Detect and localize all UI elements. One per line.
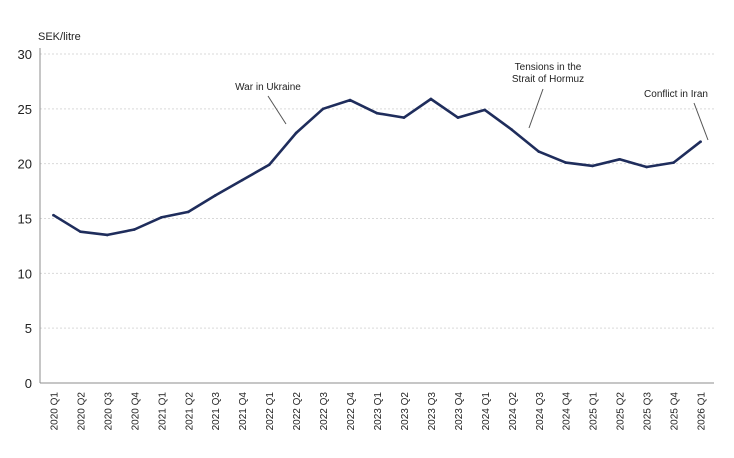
x-tick-label: 2021 Q2 (184, 392, 195, 431)
x-tick-label: 2025 Q3 (643, 392, 654, 431)
x-tick-label: 2025 Q1 (589, 392, 600, 431)
y-tick-label-25: 25 (18, 102, 32, 117)
x-tick-label: 2024 Q4 (562, 392, 573, 431)
x-tick-label: 2024 Q2 (508, 392, 519, 431)
data-point (591, 164, 594, 168)
x-tick-label: 2025 Q2 (616, 392, 627, 431)
data-point (456, 116, 460, 119)
annotation-label-line: Conflict in Iran (644, 89, 708, 100)
annotation-leader-line (267, 95, 287, 125)
data-point (267, 163, 271, 167)
y-tick-label-5: 5 (25, 321, 32, 336)
data-point (564, 161, 568, 164)
data-point (52, 213, 55, 217)
annotation-leader-line (693, 102, 709, 141)
x-tick-label: 2021 Q1 (157, 392, 168, 431)
data-point (402, 116, 406, 119)
y-tick-label-0: 0 (25, 376, 32, 391)
annotation-leader-line (528, 88, 544, 129)
x-tick-label: 2023 Q4 (454, 392, 465, 431)
annotation-label: Tensions in the Strait of Hormuz (512, 62, 584, 85)
data-point (160, 216, 163, 219)
annotation-label-line: War in Ukraine (235, 82, 301, 93)
x-tick-label: 2020 Q2 (76, 392, 87, 431)
data-point (133, 228, 136, 231)
data-point (213, 194, 217, 197)
x-tick-label: 2021 Q4 (238, 392, 249, 431)
data-point (618, 157, 621, 161)
x-tick-label: 2024 Q3 (535, 392, 546, 431)
data-point (240, 178, 244, 182)
x-tick-label: 2022 Q3 (319, 392, 330, 431)
x-tick-label: 2023 Q3 (427, 392, 438, 431)
x-axis-ticks: 2020 Q1 2020 Q2 2020 Q3 2020 Q4 2021 Q1 2021 … (49, 392, 707, 431)
y-axis-ticks: 0 5 10 15 20 25 30 (18, 47, 32, 391)
x-tick-label: 2023 Q1 (373, 392, 384, 431)
y-tick-label-15: 15 (18, 212, 32, 227)
data-point (699, 140, 702, 144)
x-tick-label: 2020 Q4 (130, 392, 141, 431)
y-tick-label-20: 20 (18, 157, 32, 172)
gridlines (40, 53, 714, 329)
x-tick-label: 2021 Q3 (211, 392, 222, 431)
data-point (537, 150, 541, 153)
data-point (321, 107, 325, 111)
y-axis-unit-label: SEK/litre (38, 31, 81, 43)
y-tick-label-10: 10 (18, 266, 32, 281)
x-tick-label: 2022 Q1 (265, 392, 276, 431)
series-group (52, 97, 702, 237)
data-point (672, 161, 675, 164)
annotation-label-line: Tensions in the (515, 62, 582, 73)
data-point (79, 230, 82, 233)
annotation-label-line: Strait of Hormuz (512, 74, 584, 85)
data-point (348, 98, 352, 102)
x-tick-label: 2023 Q2 (400, 392, 411, 431)
data-point (294, 131, 298, 135)
data-point (645, 165, 648, 169)
data-point (106, 233, 109, 237)
annotations: War in Ukraine Tensions in the Strait of H… (235, 62, 709, 141)
x-tick-label: 2026 Q1 (697, 392, 708, 431)
data-point (375, 111, 379, 115)
data-point (429, 97, 433, 101)
y-tick-label-30: 30 (18, 47, 32, 62)
x-tick-label: 2024 Q1 (481, 392, 492, 431)
x-tick-label: 2022 Q4 (346, 392, 357, 431)
data-point (483, 108, 487, 112)
x-tick-label: 2025 Q4 (670, 392, 681, 431)
x-tick-label: 2020 Q3 (103, 392, 114, 431)
x-tick-label: 2020 Q1 (49, 392, 60, 431)
series-line-0 (52, 97, 702, 237)
annotation-label: Conflict in Iran (644, 89, 708, 100)
data-point (186, 210, 190, 214)
data-point (510, 128, 514, 131)
x-axis (39, 48, 714, 384)
annotation-label: War in Ukraine (235, 82, 301, 93)
x-tick-label: 2022 Q2 (292, 392, 303, 431)
